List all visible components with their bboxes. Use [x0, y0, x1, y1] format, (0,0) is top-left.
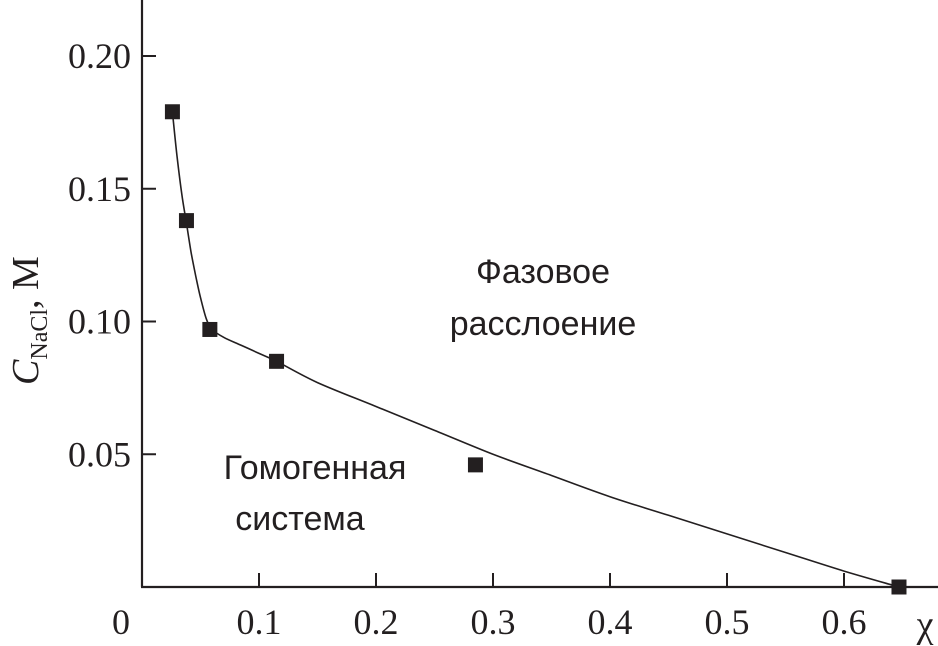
y-tick-label: 0.10: [68, 302, 131, 342]
x-axis-title: χ: [916, 604, 934, 646]
y-ticks: 0.05 0.10 0.15 0.20: [68, 36, 156, 474]
y-tick-label: 0.20: [68, 36, 131, 76]
y-axis-title-unit: , М: [5, 256, 47, 309]
homogeneous-system-label-line2: система: [235, 500, 364, 538]
data-point-marker: [164, 104, 180, 120]
data-point-marker: [467, 457, 483, 473]
y-axis-title-main: C: [5, 359, 47, 385]
x-tick-label: 0.2: [354, 602, 399, 642]
x-tick-label: 0.3: [471, 602, 516, 642]
x-tick-label: 0.6: [822, 602, 867, 642]
y-tick-label: 0.05: [68, 434, 131, 474]
x-tick-label: 0.4: [588, 602, 633, 642]
x-tick-label: 0.1: [237, 602, 282, 642]
x-origin-label: 0: [112, 602, 130, 642]
data-markers: [164, 104, 907, 595]
data-point-marker: [178, 213, 194, 229]
axes: [140, 0, 938, 589]
data-point-marker: [891, 579, 907, 595]
fit-curve: [171, 111, 900, 588]
y-axis-title-subscript: NaCl: [27, 309, 53, 360]
x-ticks: 0.1 0.2 0.3 0.4 0.5 0.6: [237, 573, 867, 642]
y-axis-title: CNaCl, М: [5, 256, 53, 385]
data-point-marker: [269, 353, 285, 369]
data-point-marker: [202, 321, 218, 337]
x-tick-label: 0.5: [705, 602, 750, 642]
y-tick-label: 0.15: [68, 169, 131, 209]
phase-separation-label: Фазовое: [476, 253, 610, 291]
homogeneous-system-label: Гомогенная: [224, 449, 407, 487]
phase-separation-label-line2: расслоение: [450, 305, 637, 343]
